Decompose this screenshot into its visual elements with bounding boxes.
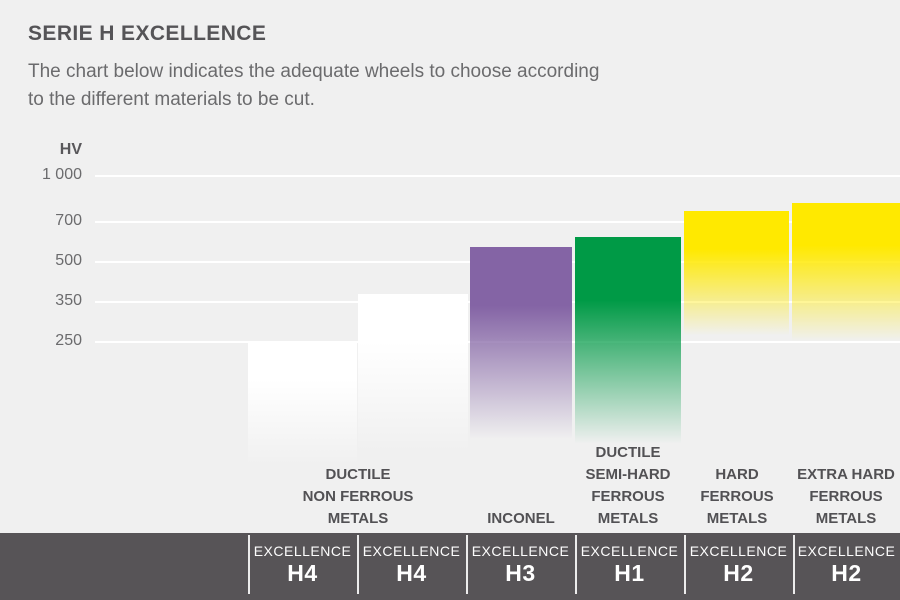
material-label-line: METALS bbox=[706, 510, 768, 527]
material-label-line: FERROUS bbox=[591, 488, 665, 505]
gridline-700 bbox=[95, 221, 900, 223]
material-label-line: DUCTILE bbox=[595, 444, 661, 461]
material-label-2: INCONEL bbox=[411, 508, 631, 530]
wheel-cell-h4-2: EXCELLENCE H4 bbox=[357, 533, 466, 600]
material-label-line: DUCTILE bbox=[325, 466, 391, 483]
wheel-cell-h2-5: EXCELLENCE H2 bbox=[684, 533, 793, 600]
bar-5-excellence-h2 bbox=[684, 211, 789, 338]
y-tick-label-500: 500 bbox=[55, 252, 82, 269]
wheel-code-label: H2 bbox=[831, 560, 862, 586]
material-label-3: DUCTILE SEMI-HARD FERROUS METALS bbox=[518, 442, 738, 530]
wheel-cell-h3-3: EXCELLENCE H3 bbox=[466, 533, 575, 600]
gridline-1000 bbox=[95, 175, 900, 177]
wheel-series-label: EXCELLENCE bbox=[689, 543, 788, 559]
wheel-series-label: EXCELLENCE bbox=[471, 543, 570, 559]
bar-3-excellence-h3 bbox=[470, 247, 572, 443]
bar-2-excellence-h4 bbox=[358, 294, 468, 456]
y-axis-title: HV bbox=[59, 141, 82, 158]
wheel-cell-h4-1: EXCELLENCE H4 bbox=[248, 533, 357, 600]
y-tick-label-350: 350 bbox=[55, 292, 82, 309]
material-label-1: DUCTILE NON FERROUS METALS bbox=[248, 464, 468, 530]
wheel-cell-h2-6: EXCELLENCE H2 bbox=[793, 533, 900, 600]
material-label-line: FERROUS bbox=[809, 488, 883, 505]
cell-divider bbox=[248, 535, 250, 594]
page-subtitle: The chart below indicates the adequate w… bbox=[28, 58, 599, 114]
subtitle-line-1: The chart below indicates the adequate w… bbox=[28, 61, 600, 82]
wheel-series-label: EXCELLENCE bbox=[362, 543, 461, 559]
wheel-series-label: EXCELLENCE bbox=[797, 543, 896, 559]
material-label-4: HARD FERROUS METALS bbox=[627, 464, 847, 530]
wheel-code-label: H2 bbox=[723, 560, 754, 586]
material-label-5: EXTRA HARD FERROUS METALS bbox=[736, 464, 900, 530]
material-label-line: METALS bbox=[815, 510, 877, 527]
wheel-cell-h1-4: EXCELLENCE H1 bbox=[575, 533, 684, 600]
material-label-line: METALS bbox=[597, 510, 659, 527]
y-tick-label-250: 250 bbox=[55, 332, 82, 349]
page-title: SERIE H EXCELLENCE bbox=[28, 22, 267, 45]
bar-4-excellence-h1 bbox=[575, 237, 681, 448]
wheel-series-label: EXCELLENCE bbox=[253, 543, 352, 559]
wheel-code-label: H4 bbox=[396, 560, 427, 586]
wheel-series-label: EXCELLENCE bbox=[580, 543, 679, 559]
subtitle-line-2: to the different materials to be cut. bbox=[28, 89, 315, 110]
material-label-line: INCONEL bbox=[487, 510, 555, 527]
bar-6-excellence-h2 bbox=[792, 203, 900, 344]
cell-divider bbox=[793, 535, 795, 594]
y-tick-label-700: 700 bbox=[55, 212, 82, 229]
cell-divider bbox=[575, 535, 577, 594]
cell-divider bbox=[466, 535, 468, 594]
wheel-code-label: H3 bbox=[505, 560, 536, 586]
bar-1-excellence-h4 bbox=[248, 342, 357, 468]
wheel-code-label: H4 bbox=[287, 560, 318, 586]
cell-divider bbox=[684, 535, 686, 594]
material-label-line: HARD bbox=[715, 466, 759, 483]
wheel-code-label: H1 bbox=[614, 560, 645, 586]
material-label-line: FERROUS bbox=[700, 488, 774, 505]
material-label-line: NON FERROUS bbox=[302, 488, 414, 505]
cell-divider bbox=[357, 535, 359, 594]
material-label-line: SEMI-HARD bbox=[585, 466, 671, 483]
wheel-band: EXCELLENCE H4 EXCELLENCE H4 EXCELLENCE H3 EXCE… bbox=[0, 533, 900, 600]
y-tick-label-1000: 1 000 bbox=[41, 166, 82, 183]
material-label-line: METALS bbox=[327, 510, 389, 527]
material-label-line: EXTRA HARD bbox=[797, 466, 895, 483]
